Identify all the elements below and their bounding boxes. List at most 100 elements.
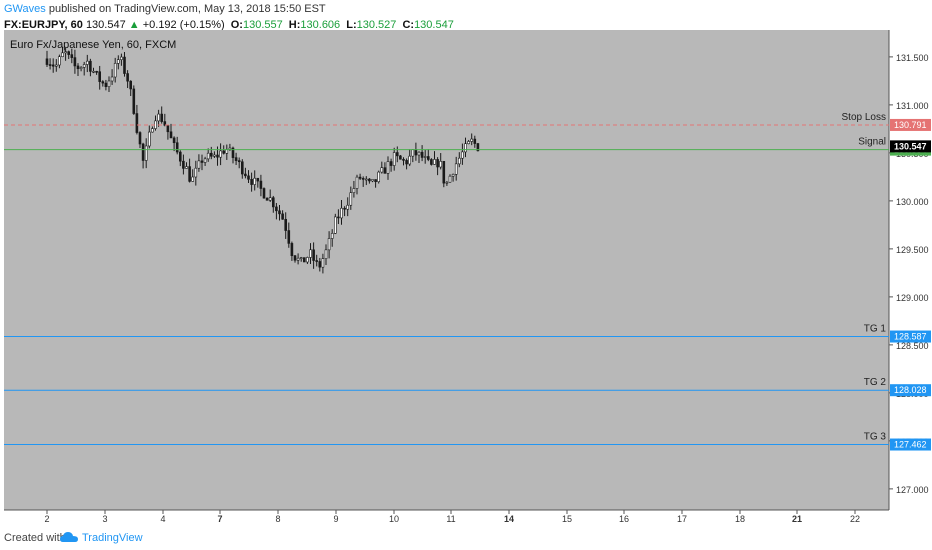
low-value: 130.527: [356, 19, 397, 31]
candle-body: [169, 131, 173, 139]
tradingview-cloud-icon[interactable]: [60, 531, 78, 543]
candle-body: [144, 145, 148, 161]
candle-body: [324, 249, 328, 259]
candle-body: [417, 151, 421, 156]
x-tick-label: 22: [850, 514, 860, 524]
candle-body: [330, 233, 334, 239]
candle-body: [368, 178, 371, 182]
candle-body: [473, 138, 477, 144]
tradingview-link[interactable]: TradingView: [82, 532, 143, 544]
candle-body: [420, 151, 424, 158]
candle-body: [389, 161, 393, 166]
open-value: 130.557: [242, 19, 283, 31]
candle-body: [281, 213, 284, 220]
candle-body: [476, 143, 480, 152]
y-tick-label: 131.500: [896, 53, 929, 63]
candle-body: [237, 160, 241, 163]
candle-body: [364, 178, 368, 181]
x-axis-ticks: 2 3 4 7 8 9 10 11 14 15 16 17 18 21 22: [44, 510, 860, 524]
plot-area[interactable]: [4, 30, 889, 510]
candle-body: [61, 52, 64, 58]
candle-body: [259, 180, 263, 189]
candle-body: [315, 260, 319, 262]
candle-body: [302, 257, 306, 263]
candle-body: [64, 51, 67, 54]
candle-body: [182, 160, 185, 169]
candle-body: [129, 80, 132, 90]
footer: Created with TradingView: [0, 527, 932, 550]
candle-body: [51, 64, 55, 67]
candle-body: [250, 179, 253, 185]
candle-body: [256, 177, 260, 182]
x-tick-label: 2: [44, 514, 49, 524]
candle-body: [132, 88, 136, 114]
candle-body: [426, 156, 430, 160]
chart-title: Euro Fx/Japanese Yen, 60, FXCM: [10, 39, 176, 51]
price-badge-label: 127.462: [894, 440, 927, 450]
y-tick-label: 129.500: [896, 245, 929, 255]
candle-body: [148, 131, 151, 147]
price-badge-label: 130.791: [894, 120, 927, 130]
price-chart[interactable]: Stop Loss Signal TG 1 TG 2 TG 3 131.500 131.0…: [0, 30, 932, 527]
change-arrow-icon: ▲: [128, 19, 140, 31]
candle-body: [213, 154, 216, 157]
price-axis[interactable]: [889, 30, 932, 510]
candle-body: [231, 147, 235, 158]
candle-body: [194, 167, 198, 178]
candle-body: [464, 143, 467, 153]
x-tick-label: 9: [333, 514, 338, 524]
candle-body: [222, 150, 225, 154]
candle-body: [358, 176, 362, 179]
candle-body: [284, 218, 288, 231]
y-tick-label: 127.000: [896, 485, 929, 495]
candle-body: [327, 238, 331, 251]
publish-info: published on TradingView.com, May 13, 20…: [48, 3, 326, 15]
author-link[interactable]: GWaves: [4, 3, 46, 15]
candle-body: [411, 149, 415, 157]
candle-body: [299, 257, 303, 259]
last-price: 130.547: [85, 19, 126, 31]
candle-body: [318, 261, 322, 268]
x-tick-label: 11: [446, 514, 455, 524]
candle-body: [374, 179, 377, 183]
candle-body: [386, 161, 390, 174]
price-line-name: TG 2: [864, 377, 887, 388]
candle-body: [349, 192, 353, 206]
price-badge-label: 128.587: [894, 332, 927, 342]
close-label: C:: [402, 19, 415, 31]
candle-body: [89, 60, 92, 72]
ohlc-line: FX:EURJPY, 60 130.547 ▲ +0.192 (+0.15%) …: [4, 18, 924, 32]
y-tick-label: 130.000: [896, 197, 929, 207]
x-tick-label: 10: [389, 514, 399, 524]
candle-body: [247, 175, 250, 180]
candle-body: [172, 137, 176, 144]
candle-body: [340, 207, 343, 219]
candle-body: [123, 56, 126, 74]
candle-body: [380, 167, 384, 173]
candle-body: [95, 71, 98, 73]
candle-body: [179, 151, 182, 162]
price-badge: [890, 384, 931, 397]
candle-body: [107, 80, 111, 87]
x-tick-label: 16: [619, 514, 629, 524]
candle-body: [430, 159, 433, 165]
candle-body: [355, 176, 359, 189]
candle-body: [451, 174, 455, 177]
last-price-badge: [890, 140, 931, 153]
candle-body: [333, 216, 337, 234]
candle-body: [160, 113, 163, 122]
candle-body: [457, 157, 461, 165]
candle-body: [48, 64, 52, 66]
candle-body: [188, 166, 191, 182]
candle-body: [436, 159, 439, 168]
candle-body: [206, 152, 210, 160]
price-line-name: TG 1: [864, 324, 887, 335]
candle-body: [343, 207, 346, 210]
price-badge-label: 128.028: [894, 385, 927, 395]
candle-body: [253, 177, 256, 185]
candle-body: [377, 171, 381, 183]
candle-body: [275, 206, 278, 212]
publish-line: GWaves published on TradingView.com, May…: [4, 2, 924, 16]
change-value: +0.192 (+0.15%): [142, 19, 225, 31]
candle-body: [392, 152, 396, 166]
